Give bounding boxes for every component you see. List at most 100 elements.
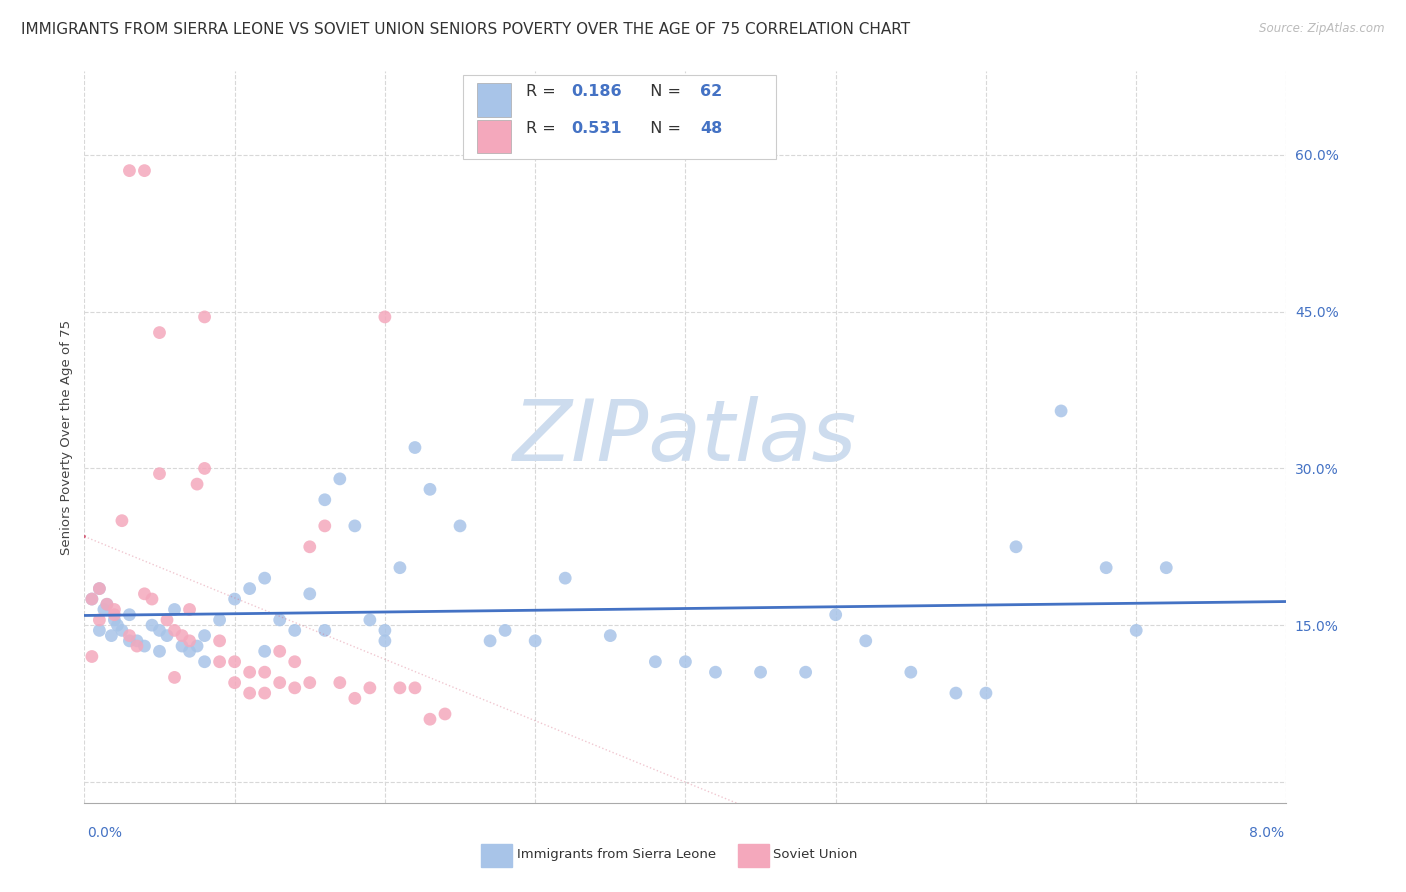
Point (93, 602, 115, 616)
Point (599, 629, 621, 643)
Y-axis label: Seniors Poverty Over the Age of 75: Seniors Poverty Over the Age of 75 (60, 319, 73, 555)
Point (749, 665, 772, 680)
Point (103, 607, 125, 622)
Point (224, 655, 246, 669)
Point (359, 613, 381, 627)
Text: IMMIGRANTS FROM SIERRA LEONE VS SOVIET UNION SENIORS POVERTY OVER THE AGE OF 75 : IMMIGRANTS FROM SIERRA LEONE VS SOVIET U… (21, 22, 910, 37)
Point (208, 655, 231, 669)
Point (170, 629, 193, 643)
Point (107, 618, 129, 632)
Point (148, 644, 170, 658)
Point (208, 613, 231, 627)
Point (134, 163, 156, 178)
Point (148, 467, 170, 481)
Text: 48: 48 (700, 121, 723, 136)
Point (96, 597, 118, 611)
Point (194, 629, 217, 643)
Text: N =: N = (640, 84, 686, 99)
Point (179, 602, 201, 616)
Point (224, 675, 246, 690)
Point (1095, 560, 1118, 574)
Point (194, 655, 217, 669)
Point (208, 633, 231, 648)
Point (419, 483, 441, 497)
Text: 0.0%: 0.0% (87, 826, 122, 839)
Point (374, 624, 396, 638)
Point (343, 691, 366, 706)
Point (524, 633, 547, 648)
Point (253, 686, 276, 700)
Text: N =: N = (640, 121, 686, 136)
Text: Soviet Union: Soviet Union (773, 848, 858, 861)
FancyBboxPatch shape (478, 120, 512, 153)
Point (824, 607, 846, 622)
Point (224, 592, 246, 607)
Point (118, 633, 141, 648)
Point (111, 624, 134, 638)
Point (494, 624, 516, 638)
Point (156, 613, 179, 627)
Text: Source: ZipAtlas.com: Source: ZipAtlas.com (1260, 22, 1385, 36)
Point (89, 582, 111, 596)
Point (163, 624, 186, 638)
Point (239, 582, 262, 596)
Point (449, 519, 471, 533)
Text: R =: R = (526, 84, 561, 99)
Point (644, 655, 666, 669)
Point (974, 686, 997, 700)
Point (89, 613, 111, 627)
Point (1005, 540, 1028, 554)
FancyBboxPatch shape (463, 75, 776, 159)
Point (179, 633, 201, 648)
Point (1125, 624, 1147, 638)
Point (388, 681, 411, 695)
Text: 8.0%: 8.0% (1249, 826, 1284, 839)
Text: 62: 62 (700, 84, 723, 99)
Point (239, 686, 262, 700)
Point (89, 582, 111, 596)
Point (329, 675, 352, 690)
Point (359, 681, 381, 695)
Point (96, 597, 118, 611)
Point (314, 492, 336, 507)
Point (100, 629, 122, 643)
Point (186, 477, 208, 491)
Point (170, 639, 193, 653)
Point (89, 624, 111, 638)
Point (103, 602, 125, 616)
Point (704, 665, 727, 680)
Text: 0.531: 0.531 (571, 121, 621, 136)
Point (111, 514, 134, 528)
Point (118, 163, 141, 178)
Point (945, 686, 967, 700)
Text: Immigrants from Sierra Leone: Immigrants from Sierra Leone (517, 848, 717, 861)
Point (434, 706, 457, 721)
Text: R =: R = (526, 121, 561, 136)
Point (284, 681, 307, 695)
Point (253, 665, 276, 680)
Point (80, 592, 103, 607)
Point (675, 655, 697, 669)
Point (141, 592, 163, 607)
Point (329, 472, 352, 486)
Point (554, 571, 576, 585)
Point (179, 644, 201, 658)
Text: 0.186: 0.186 (571, 84, 621, 99)
Point (298, 675, 321, 690)
Point (1050, 404, 1073, 418)
Point (284, 655, 307, 669)
Point (314, 624, 336, 638)
Point (80, 649, 103, 664)
Point (156, 629, 179, 643)
Point (186, 639, 208, 653)
Point (298, 587, 321, 601)
Point (269, 613, 291, 627)
Point (374, 633, 396, 648)
Point (404, 441, 426, 455)
Point (900, 665, 922, 680)
Point (314, 519, 336, 533)
Point (125, 633, 148, 648)
Point (163, 670, 186, 684)
Point (269, 675, 291, 690)
Text: ZIPatlas: ZIPatlas (513, 395, 858, 479)
